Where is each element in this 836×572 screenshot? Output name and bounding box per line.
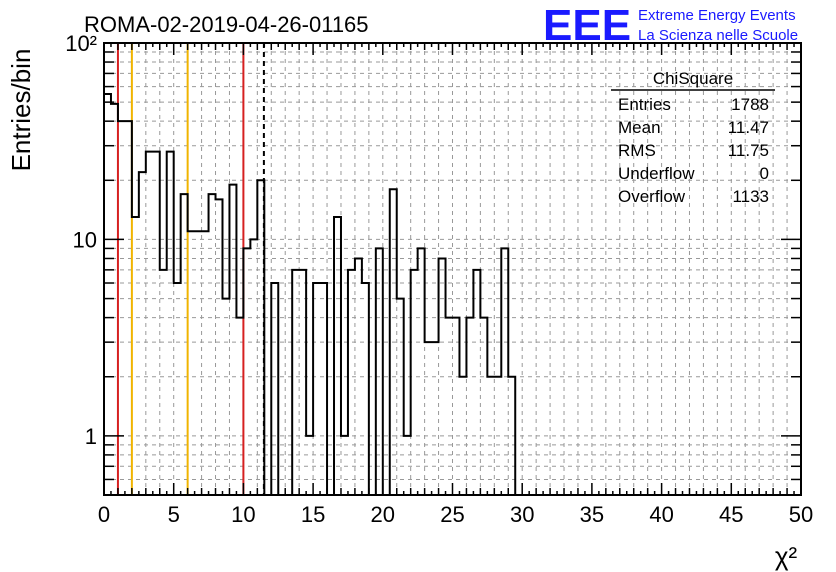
stats-name: ChiSquare	[653, 69, 733, 88]
x-axis-label: χ²	[775, 541, 798, 571]
x-tick-label: 50	[789, 502, 813, 527]
stats-box: ChiSquare Entries 1788 Mean 11.47 RMS 11.75 Un…	[611, 69, 775, 206]
reference-lines	[116, 43, 265, 495]
y-axis-label: Entries/bin	[6, 49, 36, 172]
stats-label: Underflow	[618, 164, 695, 183]
x-tick-label: 5	[168, 502, 180, 527]
y-tick-label: 10²	[65, 31, 97, 56]
stats-value: 11.47	[728, 118, 769, 137]
x-tick-label: 20	[371, 502, 395, 527]
stats-value: 0	[760, 164, 769, 183]
stats-value: 1788	[731, 95, 769, 114]
stats-value: 11.75	[728, 141, 769, 160]
logo-line-1: Extreme Energy Events	[638, 7, 796, 24]
logo-line-2: La Scienza nelle Scuole	[638, 27, 798, 44]
y-tick-label: 10	[73, 227, 97, 252]
x-tick-label: 30	[510, 502, 534, 527]
grid	[104, 43, 801, 495]
stats-label: Mean	[618, 118, 661, 137]
y-tick-label: 1	[85, 424, 97, 449]
x-tick-label: 45	[719, 502, 743, 527]
eee-logo: EEE Extreme Energy Events La Scienza nel…	[543, 1, 798, 50]
logo-mark: EEE	[543, 1, 631, 50]
x-tick-label: 25	[440, 502, 464, 527]
stats-label: RMS	[618, 141, 656, 160]
stats-label: Overflow	[618, 187, 686, 206]
chart-title: ROMA-02-2019-04-26-01165	[84, 12, 369, 37]
stats-label: Entries	[618, 95, 671, 114]
x-tick-label: 15	[301, 502, 325, 527]
x-tick-label: 0	[98, 502, 110, 527]
x-tick-label: 40	[649, 502, 673, 527]
axes: 0 5 10 15 20 25 30 35 40 45 50 1 10 10²	[65, 31, 813, 527]
stats-value: 1133	[732, 187, 769, 206]
x-tick-label: 35	[580, 502, 604, 527]
x-tick-label: 10	[231, 502, 255, 527]
